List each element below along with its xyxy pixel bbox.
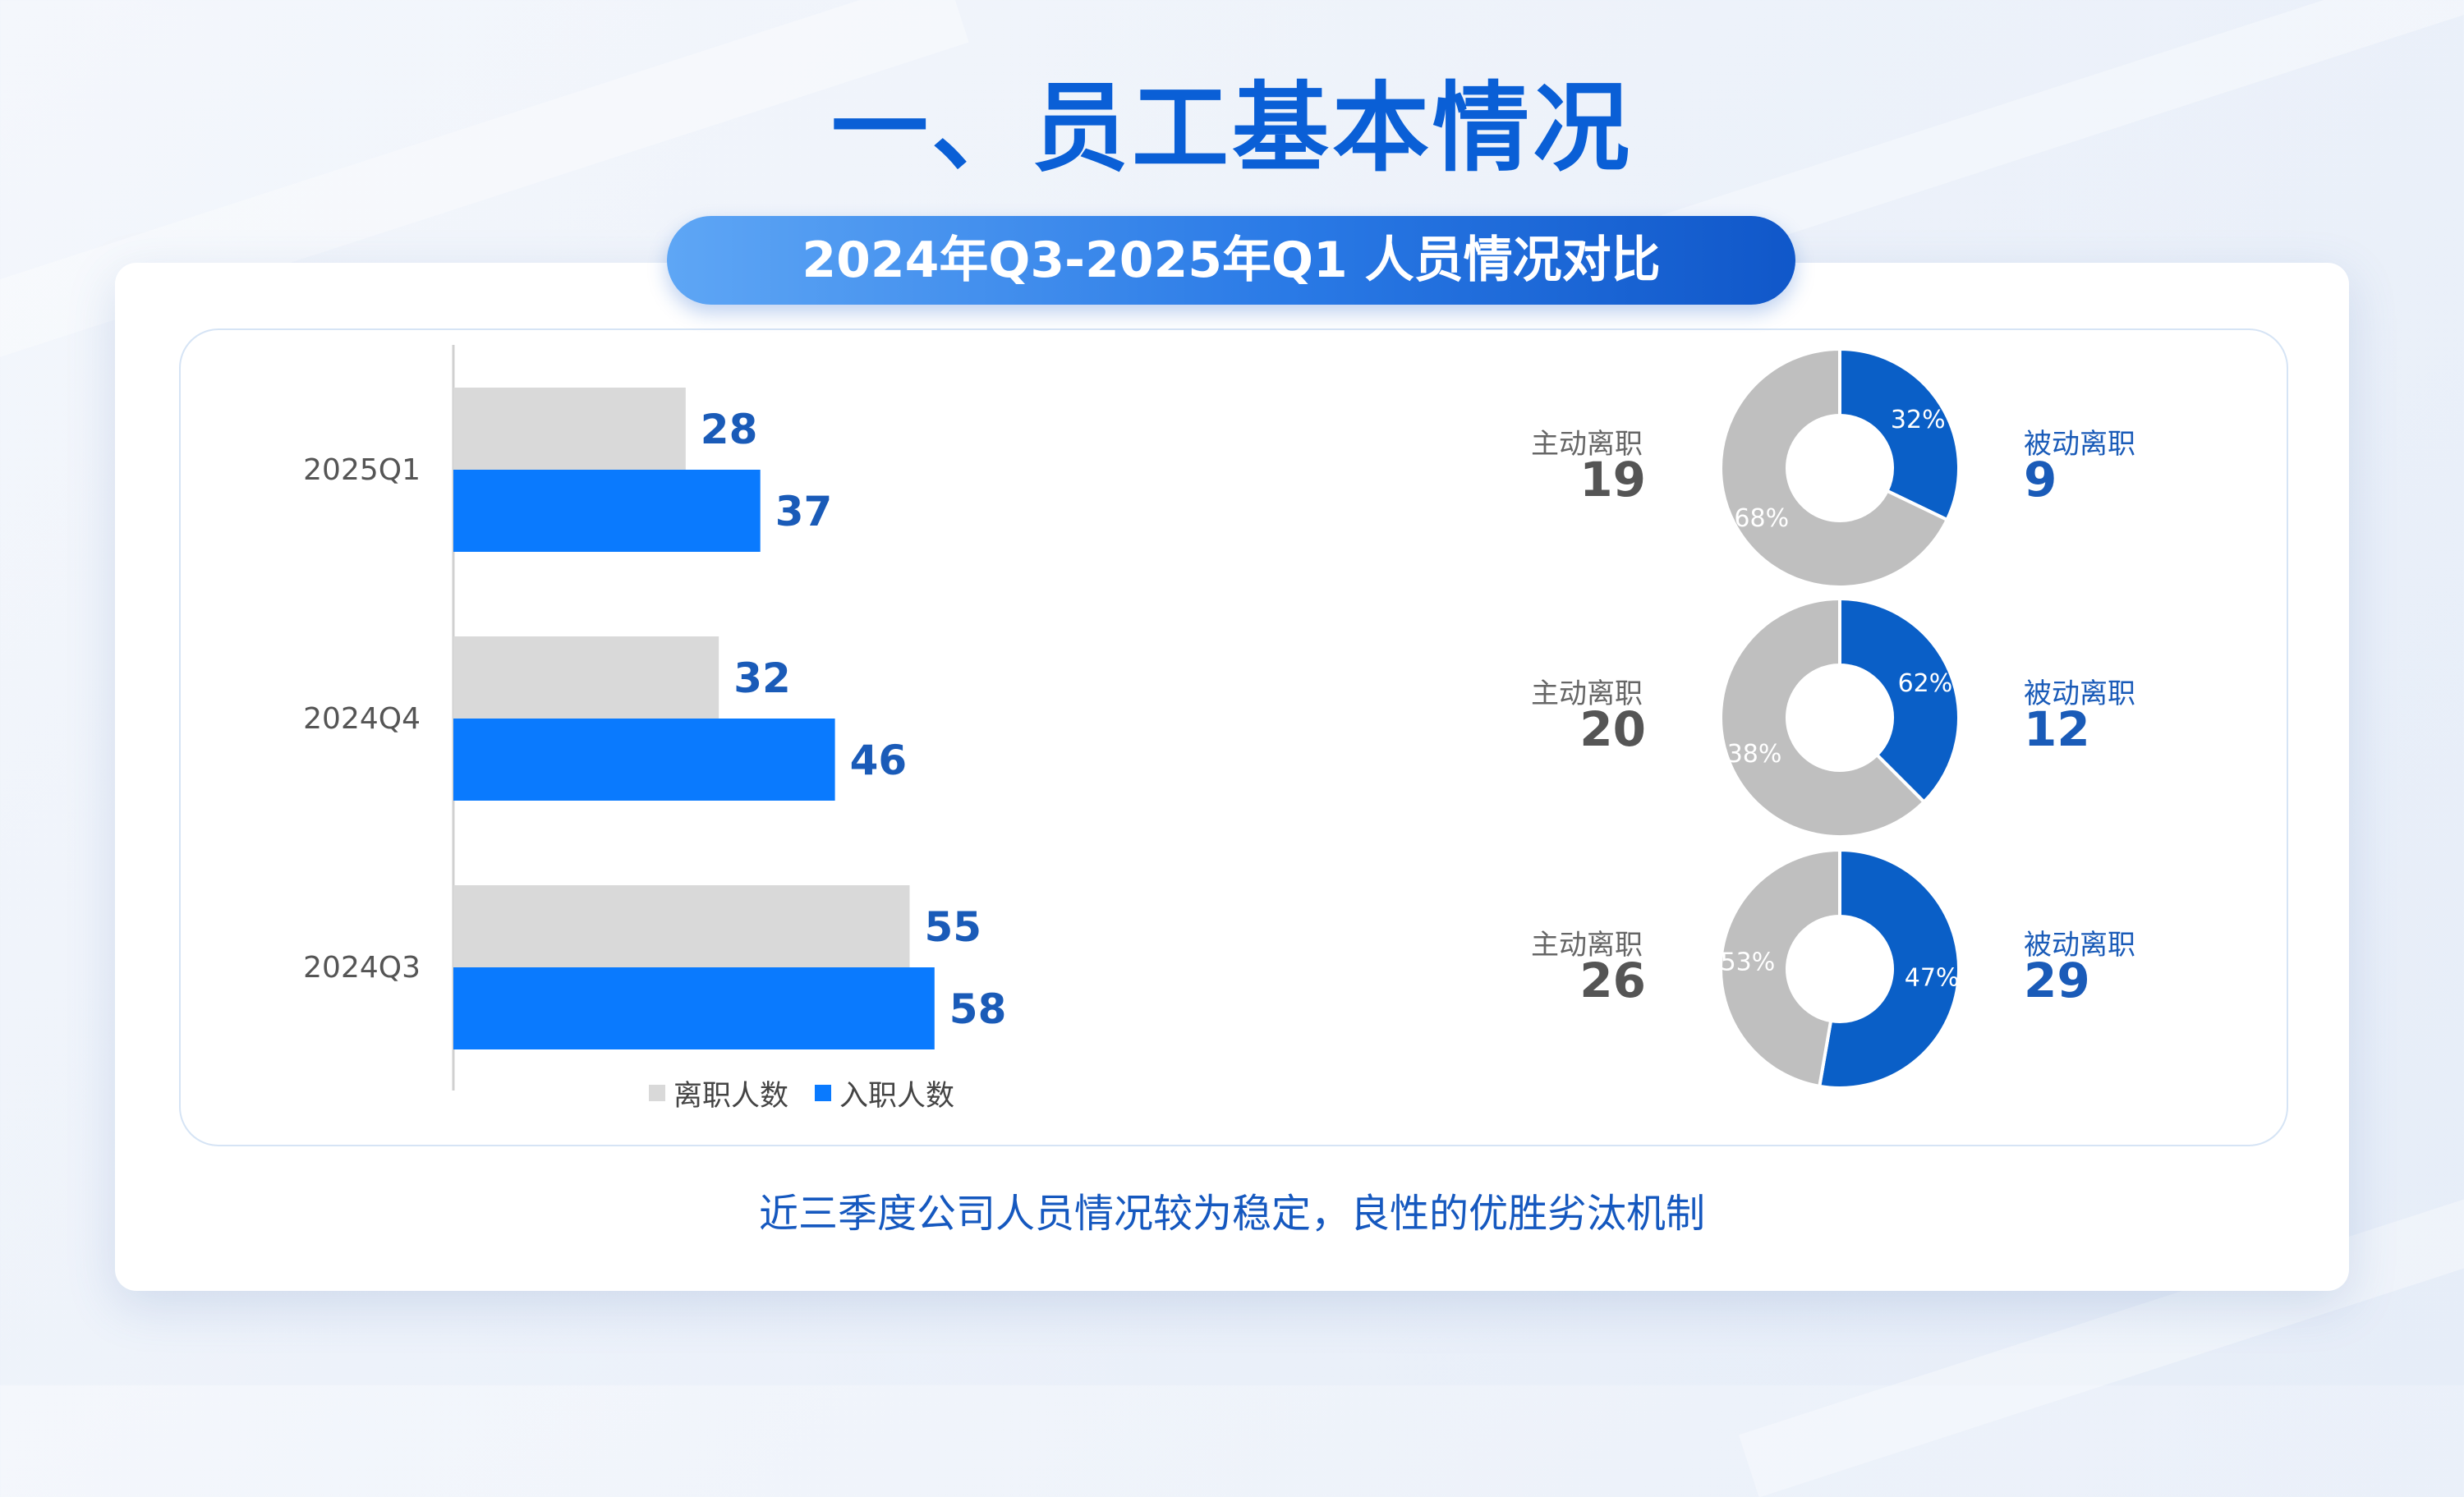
resign-value-label: 55 <box>925 903 982 951</box>
category-label: 2024Q4 <box>303 702 421 736</box>
active-resign-label: 主动离职 <box>1531 929 1643 962</box>
active-resign-slice <box>1719 596 1927 838</box>
passive-percent-label: 47% <box>1905 964 1960 993</box>
subtitle-banner: 2024年Q3-2025年Q1 人员情况对比 <box>667 216 1795 305</box>
active-percent-label: 53% <box>1721 948 1776 976</box>
passive-resign-count: 12 <box>2024 701 2090 757</box>
hire-bar <box>453 967 935 1049</box>
passive-resign-count: 9 <box>2024 452 2057 507</box>
active-resign-label: 主动离职 <box>1531 677 1643 710</box>
passive-percent-label: 32% <box>1891 406 1946 434</box>
donut-chart: 32% 68% <box>1719 347 1961 589</box>
donut-row-2024q3: 主动离职 26 47% 53% 被动离职 29 <box>1478 846 2218 1092</box>
resign-value-label: 32 <box>733 654 791 702</box>
passive-resign-slice <box>1838 347 1961 522</box>
legend-swatch-resign <box>649 1085 665 1101</box>
passive-percent-label: 62% <box>1898 669 1953 698</box>
hire-bar <box>453 470 761 552</box>
page-title: 一、员工基本情况 <box>830 71 1633 185</box>
active-resign-slice <box>1719 347 1950 589</box>
passive-resign-slice <box>1838 596 1961 805</box>
active-resign-count: 20 <box>1579 701 1646 757</box>
legend-item-hire: 入职人数 <box>815 1072 954 1114</box>
hire-bar <box>453 719 835 801</box>
resign-value-label: 28 <box>701 406 758 453</box>
donut-row-2025q1: 主动离职 19 32% 68% 被动离职 9 <box>1478 345 2218 591</box>
category-label: 2024Q3 <box>303 951 421 985</box>
donut-row-2024q4: 主动离职 20 62% 38% 被动离职 12 <box>1478 595 2218 841</box>
active-resign-count: 19 <box>1579 452 1646 507</box>
donut-chart: 62% 38% <box>1719 596 1961 838</box>
summary-note: 近三季度公司人员情况较为稳定，良性的优胜劣汰机制 <box>758 1191 1705 1237</box>
bar-chart: 2025Q1 28 37 2024Q4 32 46 2024Q3 55 58 <box>303 345 1007 1091</box>
active-percent-label: 38% <box>1727 740 1782 769</box>
bar-chart-legend: 离职人数 入职人数 <box>649 1072 954 1114</box>
passive-resign-slice <box>1817 847 1961 1090</box>
passive-resign-label: 被动离职 <box>2024 428 2135 461</box>
hire-value-label: 37 <box>775 488 833 535</box>
passive-resign-count: 29 <box>2024 953 2090 1008</box>
legend-label-hire: 入职人数 <box>839 1079 955 1113</box>
resign-bar <box>453 885 910 967</box>
category-label: 2025Q1 <box>303 453 421 487</box>
hire-value-label: 46 <box>850 737 908 784</box>
legend-label-resign: 离职人数 <box>673 1079 789 1113</box>
passive-resign-label: 被动离职 <box>2024 929 2135 962</box>
hire-value-label: 58 <box>949 985 1007 1033</box>
donut-chart: 47% 53% <box>1719 847 1961 1090</box>
legend-swatch-hire <box>815 1085 832 1101</box>
active-resign-label: 主动离职 <box>1531 428 1643 461</box>
resign-bar <box>453 636 719 719</box>
active-percent-label: 68% <box>1734 504 1789 533</box>
active-resign-slice <box>1719 847 1841 1089</box>
resign-bar <box>453 388 686 470</box>
passive-resign-label: 被动离职 <box>2024 677 2135 710</box>
legend-item-resign: 离职人数 <box>649 1072 788 1114</box>
active-resign-count: 26 <box>1579 953 1646 1008</box>
